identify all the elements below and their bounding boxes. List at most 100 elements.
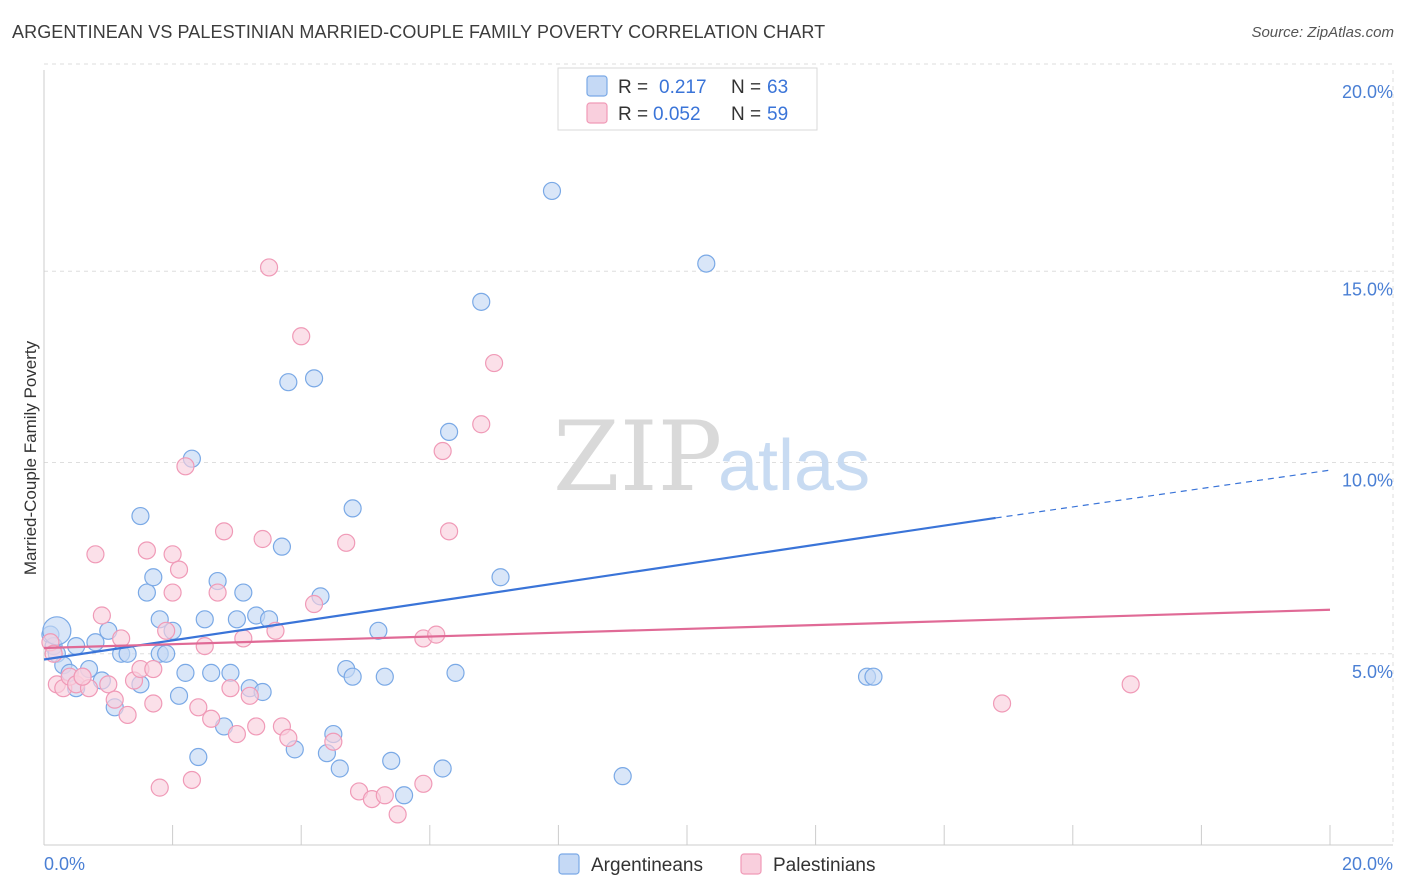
palestinians-point <box>163 545 182 564</box>
palestinians-point <box>73 667 92 686</box>
legend-r-label-argentineans: R = <box>618 77 648 98</box>
argentineans-point <box>227 610 246 629</box>
argentineans-point <box>864 667 883 686</box>
palestinians-point <box>324 732 343 751</box>
palestinians-point <box>427 625 446 644</box>
palestinians-point <box>163 583 182 602</box>
palestinians-point <box>240 686 259 705</box>
palestinians-point <box>337 533 356 552</box>
argentineans-point <box>697 254 716 273</box>
palestinians-points <box>41 258 1140 824</box>
argentineans-point <box>234 583 253 602</box>
trend-lines <box>43 469 1331 661</box>
palestinians-point <box>157 621 176 640</box>
argentineans-point <box>394 786 414 805</box>
argentineans-trend-extension <box>995 469 1331 519</box>
legend-r-value-palestinians: 0.052 <box>653 104 701 125</box>
argentineans-point <box>137 583 156 602</box>
x-tick-label-max: 20.0% <box>1342 854 1393 874</box>
argentineans-point <box>330 759 349 778</box>
x-tick-marks <box>172 825 1331 845</box>
argentineans-point <box>189 747 208 767</box>
argentineans-point <box>542 181 562 201</box>
chart-title: ARGENTINEAN VS PALESTINIAN MARRIED-COUPL… <box>12 22 826 42</box>
y-tick-labels: 5.0% 10.0% 15.0% 20.0% <box>1342 82 1393 682</box>
y-tick-label-0: 5.0% <box>1352 662 1393 682</box>
legend-r-label-palestinians: R = <box>618 104 648 125</box>
palestinians-point <box>112 629 131 648</box>
palestinians-point <box>92 606 111 625</box>
palestinians-point <box>176 457 195 476</box>
argentineans-point <box>433 759 452 778</box>
legend-swatch-argentineans <box>586 75 608 97</box>
series-legend: Argentineans Palestinians <box>558 853 875 876</box>
argentineans-point <box>169 686 189 705</box>
palestinians-point <box>99 675 118 694</box>
argentineans-point <box>195 610 214 629</box>
argentineans-point <box>343 499 362 518</box>
palestinians-point <box>433 441 452 461</box>
argentineans-point <box>375 667 394 686</box>
argentineans-trend-line <box>43 516 996 661</box>
legend-swatch-palestinians <box>586 102 608 124</box>
palestinians-point <box>439 522 459 541</box>
palestinians-point <box>202 709 221 728</box>
argentineans-point <box>382 751 401 770</box>
palestinians-trend-line <box>43 608 1331 650</box>
legend-n-label-palestinians: N = <box>731 104 761 125</box>
palestinians-point <box>279 728 298 748</box>
palestinians-point <box>388 805 407 824</box>
argentineans-point <box>472 292 491 311</box>
palestinians-point <box>150 778 169 797</box>
watermark-atlas: atlas <box>718 426 870 506</box>
palestinians-point <box>86 545 105 564</box>
argentineans-point <box>304 369 324 388</box>
palestinians-point <box>221 679 240 698</box>
argentineans-point <box>343 667 362 686</box>
palestinians-point <box>118 705 137 725</box>
palestinians-point <box>472 415 491 434</box>
y-axis-title: Married-Couple Family Poverty <box>21 340 40 575</box>
palestinians-point <box>182 770 201 790</box>
palestinians-point <box>992 694 1012 713</box>
argentineans-point <box>157 644 176 663</box>
argentineans-point <box>446 663 465 682</box>
palestinians-point <box>247 717 266 736</box>
argentineans-point <box>176 663 195 682</box>
palestinians-point <box>375 786 394 805</box>
argentineans-point <box>439 422 459 441</box>
palestinians-point <box>485 353 504 373</box>
palestinians-point <box>105 690 124 709</box>
palestinians-point <box>189 698 208 717</box>
palestinians-point <box>208 583 227 602</box>
argentineans-point <box>202 663 221 682</box>
argentineans-point <box>279 373 298 392</box>
argentineans-point <box>144 568 163 587</box>
x-tick-label-min: 0.0% <box>44 854 85 874</box>
y-tick-label-1: 10.0% <box>1342 471 1393 491</box>
palestinians-point <box>304 594 324 614</box>
palestinians-point <box>195 636 214 656</box>
argentineans-point <box>221 663 240 682</box>
series-legend-swatch-argentineans <box>558 853 580 875</box>
gridlines <box>44 63 1394 845</box>
series-legend-swatch-palestinians <box>740 853 762 875</box>
argentineans-point <box>491 568 510 587</box>
y-tick-label-2: 15.0% <box>1342 279 1393 299</box>
legend-n-value-palestinians: 59 <box>767 104 788 125</box>
palestinians-point <box>292 327 311 346</box>
legend-r-value-argentineans: 0.217 <box>659 77 707 98</box>
series-legend-label-argentineans: Argentineans <box>591 855 703 876</box>
palestinians-point <box>144 694 163 713</box>
series-legend-label-palestinians: Palestinians <box>773 855 875 876</box>
argentineans-point <box>131 506 150 526</box>
legend-n-label-argentineans: N = <box>731 77 761 98</box>
chart-source: Source: ZipAtlas.com <box>1251 24 1394 41</box>
palestinians-point <box>169 560 189 579</box>
palestinians-point <box>414 774 433 793</box>
watermark-zip: ZIP <box>553 401 722 513</box>
palestinians-point <box>227 724 246 744</box>
palestinians-point <box>234 629 253 648</box>
palestinians-point <box>137 541 156 560</box>
